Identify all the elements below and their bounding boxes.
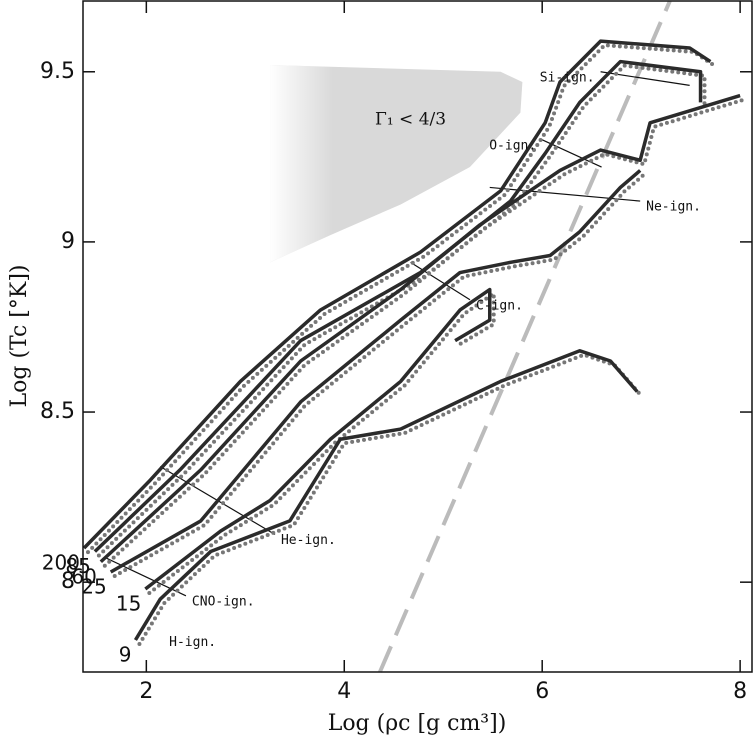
track-dotted bbox=[112, 172, 647, 578]
ignition-label: CNO-ign. bbox=[192, 594, 255, 609]
ignition-label: Ne-ign. bbox=[646, 200, 701, 215]
x-axis-label: Log (ρc [g cm³]) bbox=[328, 711, 507, 736]
region-label: Γ₁ < 4/3 bbox=[375, 110, 446, 130]
track-dotted bbox=[147, 289, 496, 595]
y-tick-label: 9 bbox=[61, 229, 75, 254]
track-dotted bbox=[85, 43, 717, 555]
plot-area: Γ₁ < 4/3 bbox=[82, 0, 747, 673]
track-label: 60 bbox=[71, 564, 96, 588]
track-dotted bbox=[96, 63, 707, 558]
x-tick-label: 8 bbox=[733, 679, 747, 704]
track-label: 200 bbox=[42, 551, 80, 575]
y-tick-label: 9.5 bbox=[40, 59, 75, 84]
plot-frame bbox=[82, 0, 753, 673]
ignition-line bbox=[600, 71, 690, 86]
reference-line bbox=[378, 0, 672, 673]
track bbox=[144, 287, 492, 591]
region-fade bbox=[270, 64, 523, 263]
x-tick-label: 4 bbox=[337, 679, 351, 704]
y-tick-label: 8 bbox=[61, 569, 75, 594]
y-tick-label: 8.5 bbox=[40, 399, 75, 424]
track bbox=[93, 59, 703, 553]
track-label: 15 bbox=[116, 591, 141, 615]
ignition-label: H-ign. bbox=[169, 635, 216, 650]
track-label: 9 bbox=[119, 643, 132, 667]
ignition-label: He-ign. bbox=[281, 533, 336, 548]
x-tick-label: 6 bbox=[535, 679, 549, 704]
track bbox=[99, 93, 741, 564]
track bbox=[82, 39, 712, 550]
track-dotted bbox=[137, 352, 644, 647]
track-label: 25 bbox=[81, 574, 106, 598]
ignition-label: C-ign. bbox=[476, 298, 523, 313]
track bbox=[133, 349, 639, 641]
ignition-label: O-ign. bbox=[489, 138, 536, 153]
ignition-label: Si-ign. bbox=[540, 70, 595, 85]
track-label: 85 bbox=[65, 554, 90, 578]
ignition-line bbox=[410, 261, 471, 301]
track-dotted bbox=[102, 97, 747, 568]
y-axis-label: Log (Tc [°K]) bbox=[7, 265, 32, 408]
track bbox=[109, 169, 642, 574]
x-tick-label: 2 bbox=[139, 679, 153, 704]
